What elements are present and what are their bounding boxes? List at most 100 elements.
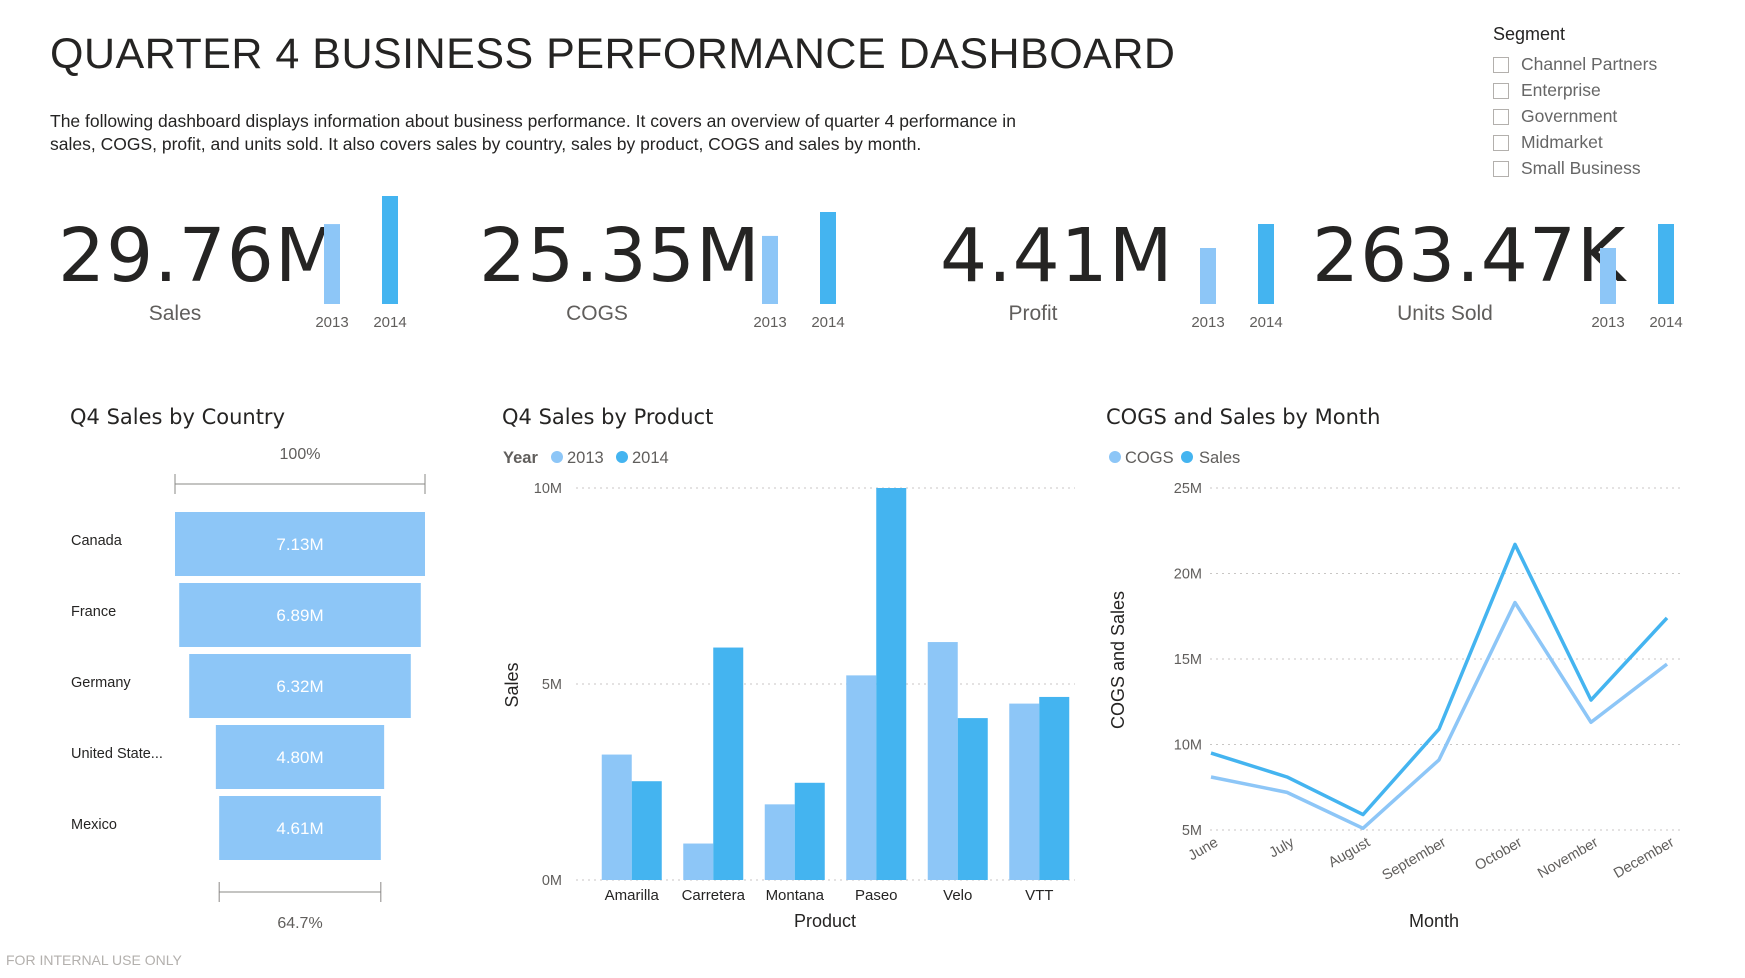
checkbox-icon[interactable] [1493, 134, 1509, 151]
x-tick-label: Paseo [855, 887, 898, 904]
segment-option-label: Small Business [1521, 158, 1641, 178]
legend-label: 2014 [632, 449, 669, 467]
bar-2013 [927, 642, 958, 880]
bar-2014 [876, 488, 907, 880]
funnel-value-label: 7.13M [276, 535, 323, 554]
bar-2014 [631, 781, 662, 880]
legend-label: Sales [1199, 449, 1240, 467]
page-title: QUARTER 4 BUSINESS PERFORMANCE DASHBOARD [50, 30, 1176, 78]
y-tick-label: 20M [1174, 567, 1202, 583]
legend-marker-cogs [1109, 451, 1121, 463]
kpi-profit-label: Profit [1008, 302, 1058, 325]
kpi-year-label: 2014 [1649, 314, 1682, 331]
kpi-year-bars: 2013 2014 2013 2014 2013 2014 2013 2014 [315, 196, 1683, 331]
kpi-year-label: 2014 [811, 314, 844, 331]
segment-option-enterprise[interactable]: Enterprise [1493, 80, 1601, 101]
y-tick-label: 0M [542, 873, 562, 889]
checkbox-icon[interactable] [1493, 56, 1509, 73]
bar-2014 [1039, 696, 1070, 880]
segment-option-small-business[interactable]: Small Business [1493, 158, 1641, 179]
segment-option-label: Government [1521, 106, 1618, 126]
kpi-year-label: 2013 [1591, 314, 1624, 331]
bar-2014 [794, 782, 825, 880]
legend-label: 2013 [567, 449, 604, 467]
product-chart-title: Q4 Sales by Product [502, 405, 714, 429]
segment-option-label: Midmarket [1521, 132, 1603, 152]
segment-slicer-title: Segment [1493, 24, 1566, 44]
checkbox-icon[interactable] [1493, 160, 1509, 177]
bar-2013 [601, 754, 632, 880]
x-axis-label: Product [794, 911, 856, 931]
kpi-year-label: 2013 [315, 314, 348, 331]
bar-2013 [1009, 703, 1040, 880]
bar-2013 [846, 675, 877, 880]
funnel-top-percent: 100% [280, 446, 321, 463]
funnel-category-label: France [71, 604, 116, 620]
segment-option-midmarket[interactable]: Midmarket [1493, 132, 1603, 153]
kpi-bar-2014 [820, 212, 836, 304]
kpi-year-label: 2014 [1249, 314, 1282, 331]
funnel-category-label: United State... [71, 746, 163, 762]
y-tick-label: 5M [542, 677, 562, 693]
kpi-year-label: 2014 [373, 314, 406, 331]
footer-note: FOR INTERNAL USE ONLY [6, 952, 182, 968]
funnel-category-label: Canada [71, 533, 123, 549]
bar-2014 [713, 647, 744, 880]
kpi-cogs-value: 25.35M [479, 213, 761, 299]
kpi-bar-2013 [1200, 248, 1216, 304]
kpi-year-label: 2013 [1191, 314, 1224, 331]
kpi-bar-2014 [1258, 224, 1274, 304]
x-tick-label: December [1611, 835, 1677, 882]
y-tick-label: 5M [1182, 823, 1202, 839]
funnel-value-label: 6.89M [276, 606, 323, 625]
line-cogs [1210, 600, 1669, 831]
bar-2013 [764, 804, 795, 880]
x-tick-label: June [1186, 835, 1221, 865]
funnel-bottom-percent: 64.7% [277, 915, 322, 932]
legend-label: COGS [1125, 449, 1174, 467]
y-tick-label: 25M [1174, 481, 1202, 497]
segment-option-channel-partners[interactable]: Channel Partners [1493, 54, 1657, 75]
segment-option-label: Enterprise [1521, 80, 1601, 100]
x-axis-label: Month [1409, 911, 1459, 931]
kpi-units-sold-value: 263.47K [1312, 213, 1627, 299]
kpi-year-label: 2013 [753, 314, 786, 331]
kpi-profit-value: 4.41M [940, 213, 1174, 299]
funnel-value-label: 6.32M [276, 677, 323, 696]
line-sales [1210, 542, 1669, 817]
checkbox-icon[interactable] [1493, 82, 1509, 99]
legend-marker-2014 [616, 451, 628, 463]
legend-marker-sales [1181, 451, 1193, 463]
country-funnel-chart: 100% 7.13M Canada 6.89M France 6.32M Germany 4.… [71, 446, 426, 932]
funnel-bar [219, 796, 381, 860]
funnel-bar [179, 583, 421, 647]
segment-option-government[interactable]: Government [1493, 106, 1617, 127]
kpi-sales-label: Sales [148, 302, 202, 325]
bar-2013 [683, 843, 714, 880]
kpi-bar-2013 [324, 224, 340, 304]
x-tick-label: VTT [1025, 887, 1053, 904]
x-tick-label: Montana [766, 887, 825, 904]
funnel-bar [189, 654, 411, 718]
legend-title: Year [503, 449, 538, 467]
kpi-bar-2013 [762, 235, 778, 304]
y-axis-label: COGS and Sales [1108, 591, 1128, 729]
month-line-chart: COGS Sales 5M 10M 15M 20M 25M June July August Sep… [1108, 449, 1680, 931]
x-tick-label: Carretera [682, 887, 746, 904]
funnel-value-label: 4.80M [276, 748, 323, 767]
funnel-bar [215, 725, 385, 789]
funnel-category-label: Mexico [71, 817, 117, 833]
segment-option-label: Channel Partners [1521, 54, 1658, 74]
funnel-value-label: 4.61M [276, 819, 323, 838]
x-tick-label: October [1472, 835, 1525, 875]
checkbox-icon[interactable] [1493, 108, 1509, 125]
y-tick-label: 10M [1174, 738, 1202, 754]
legend-marker-2013 [551, 451, 563, 463]
funnel-category-label: Germany [71, 675, 131, 691]
kpi-bar-2014 [382, 196, 398, 304]
y-tick-label: 10M [534, 481, 562, 497]
product-bar-chart: Year 2013 2014 0M 5M 10M Amarilla Carretera Mont… [502, 449, 1075, 931]
x-tick-label: July [1267, 834, 1298, 861]
kpi-cogs-label: COGS [566, 302, 628, 325]
x-tick-label: August [1326, 835, 1373, 871]
